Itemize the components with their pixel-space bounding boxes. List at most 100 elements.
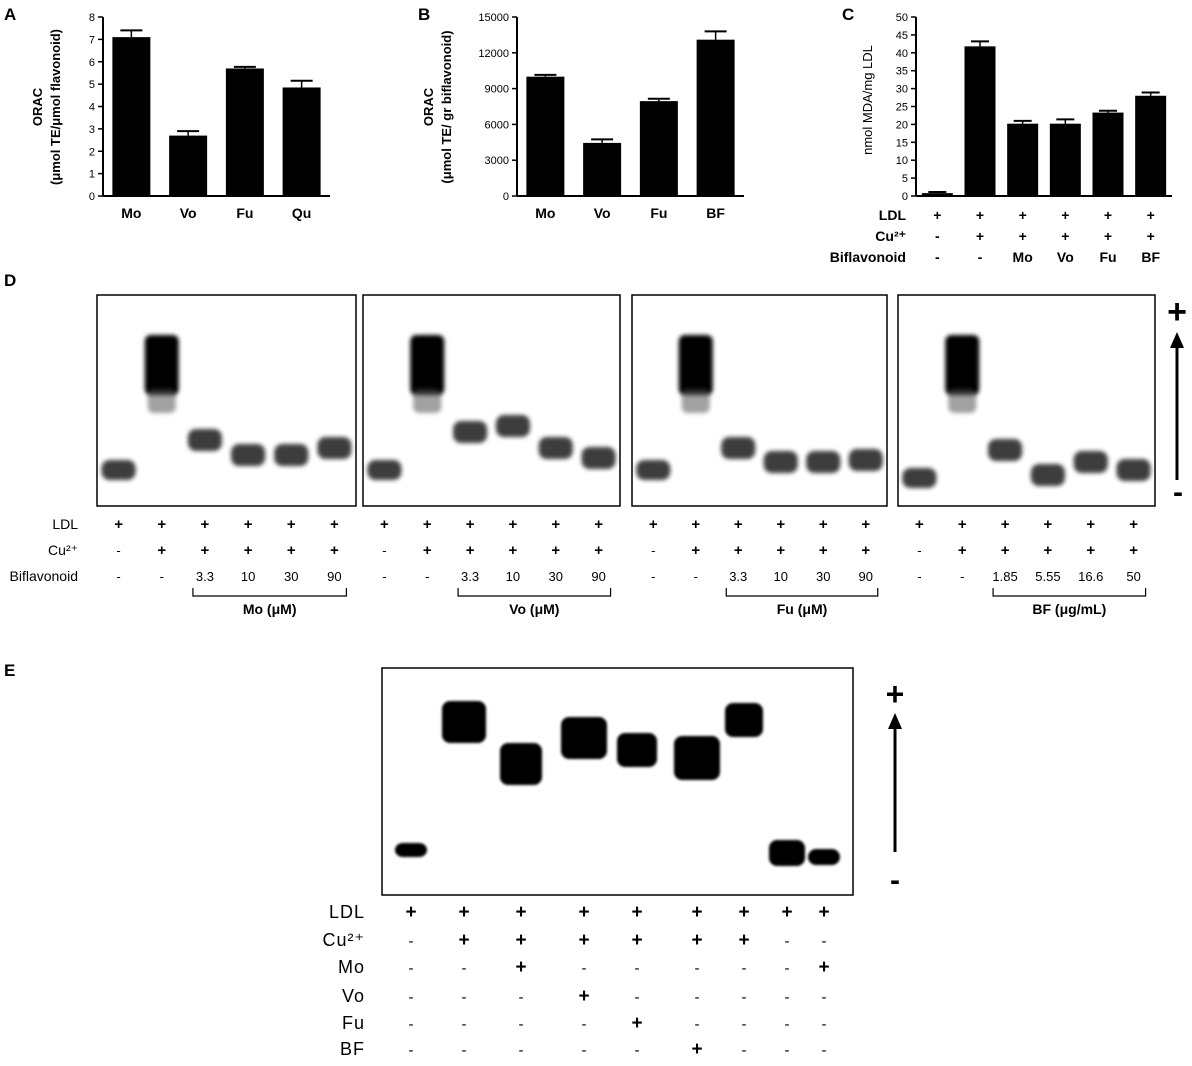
gel-e-cell: - <box>635 1042 640 1059</box>
gel-e-cell: + <box>515 902 526 923</box>
gel-d-cell: 3.3 <box>196 569 214 584</box>
gel-d-band <box>902 468 937 488</box>
gel-e-cell: + <box>578 930 589 951</box>
gel-d-group-label: Vo (μM) <box>509 601 559 617</box>
chart-a-bar <box>282 87 321 196</box>
gel-e-cell: + <box>578 986 589 1007</box>
gel-d-cell: + <box>1129 516 1138 533</box>
gel-d-cell: 3.3 <box>461 569 479 584</box>
gel-d-cell: + <box>734 516 743 533</box>
gel-d-cell: + <box>114 516 123 533</box>
gel-e-cell: - <box>742 960 747 977</box>
gel-d-cell: - <box>425 569 429 584</box>
chart-b-bar <box>583 142 622 196</box>
gel-d-cell: + <box>201 516 210 533</box>
gel-d-band <box>678 335 713 395</box>
gel-d-cell: 30 <box>284 569 298 584</box>
gel-d-cell: + <box>509 516 518 533</box>
chart-a-ytick-label: 1 <box>89 169 95 181</box>
gel-e-band <box>769 840 805 866</box>
gel-d-band <box>317 437 352 459</box>
chart-c-table-cell: + <box>933 207 941 223</box>
gel-d-cell: + <box>594 516 603 533</box>
gel-d-cell: + <box>1129 542 1138 559</box>
chart-c-row-label: Cu²⁺ <box>875 228 906 244</box>
gel-d-cell: + <box>691 516 700 533</box>
chart-c-table-cell: + <box>1061 228 1069 244</box>
chart-b-ytick-label: 0 <box>503 191 509 203</box>
gel-e-cell: - <box>409 960 414 977</box>
chart-a: ORAC (μmol TE/μmol flavonoid) 0 1 2 3 4 5 6 7 8 M… <box>30 12 330 221</box>
gel-e-cell: - <box>695 1016 700 1033</box>
gel-d-band <box>721 437 756 459</box>
gel-d-cell: + <box>861 516 870 533</box>
gel-d-band <box>763 451 798 473</box>
gel-d-plus-sign: + <box>1167 293 1187 331</box>
panel-letter-b: B <box>418 5 430 24</box>
gel-d-cell: + <box>157 542 166 559</box>
gel-d-cell: + <box>201 542 210 559</box>
gel-d-group-bracket <box>725 588 879 597</box>
gel-d-cell: 10 <box>774 569 788 584</box>
gel-d-band <box>453 421 488 443</box>
gel-d-group-bracket <box>992 588 1147 597</box>
gel-e-cell: - <box>822 989 827 1006</box>
chart-c-bar <box>1135 95 1167 196</box>
chart-c-row-label: Biflavonoid <box>830 249 906 265</box>
chart-c-table-cell: + <box>1147 207 1155 223</box>
gel-d-band <box>988 439 1023 461</box>
chart-c-ytick-label: 50 <box>896 12 908 24</box>
gel-e-band <box>725 703 763 737</box>
chart-a-bar <box>169 135 208 196</box>
gel-e-cell: - <box>822 933 827 950</box>
gel-d-cell: - <box>917 543 921 558</box>
gel-d-row-label: Cu²⁺ <box>48 542 78 558</box>
chart-c-table-cell: + <box>1104 207 1112 223</box>
gel-e-band <box>561 717 607 759</box>
chart-c-ytick-label: 10 <box>896 155 908 167</box>
chart-b-ytick-label: 15000 <box>478 12 509 24</box>
gel-d-cell: + <box>958 542 967 559</box>
gel-d-band-smear <box>413 389 442 413</box>
gel-e-cell: - <box>822 1016 827 1033</box>
gel-e-cell: - <box>462 989 467 1006</box>
gel-d-cell: + <box>958 516 967 533</box>
gel-d-cell: + <box>157 516 166 533</box>
gel-d-arrow-head <box>1170 332 1184 348</box>
gel-e-cell: + <box>691 902 702 923</box>
gel-d-cell: + <box>776 516 785 533</box>
chart-c-table-cell: + <box>976 228 984 244</box>
gel-d-cell: 90 <box>327 569 341 584</box>
gel-d-cell: + <box>244 516 253 533</box>
gel-d-cell: - <box>694 569 698 584</box>
gel-e-cell: - <box>462 1016 467 1033</box>
chart-a-category-label: Vo <box>180 205 197 221</box>
chart-c-ylabel: nmol MDA/mg LDL <box>860 45 875 155</box>
panel-letter-c: C <box>842 5 854 24</box>
chart-b-ylabel-1: ORAC <box>421 87 436 126</box>
gel-e-band <box>500 743 542 785</box>
gel-d-minus-sign: - <box>1173 476 1183 509</box>
gel-e-cell: - <box>785 1016 790 1033</box>
gel-d-cell: + <box>691 542 700 559</box>
chart-b: ORAC (μmol TE/ gr biflavonoid) 0 3000 6000… <box>421 12 744 221</box>
chart-c-bar <box>1049 123 1081 196</box>
chart-c-table-cell: BF <box>1141 249 1160 265</box>
gel-e-plus-sign: + <box>886 676 905 712</box>
gel-d-cell: + <box>594 542 603 559</box>
gel-d-band <box>1116 459 1151 481</box>
gel-e-cell: + <box>738 930 749 951</box>
gel-d-band <box>581 447 616 469</box>
gel-e-cell: + <box>631 902 642 923</box>
gel-e-row-label: Vo <box>342 986 365 1006</box>
chart-b-bar <box>696 39 735 196</box>
gel-d-cell: + <box>1001 542 1010 559</box>
chart-a-category-label: Mo <box>121 205 141 221</box>
gel-d: + - LDL Cu²⁺ Biflavonoid + + + + + + - + + + + + - - 3.3 10 3… <box>10 293 1187 617</box>
chart-c-table-cell: - <box>935 249 940 265</box>
chart-c-table-cell: + <box>1019 228 1027 244</box>
gel-d-band <box>806 451 841 473</box>
gel-d-band <box>848 449 883 471</box>
gel-d-cell: - <box>917 569 921 584</box>
